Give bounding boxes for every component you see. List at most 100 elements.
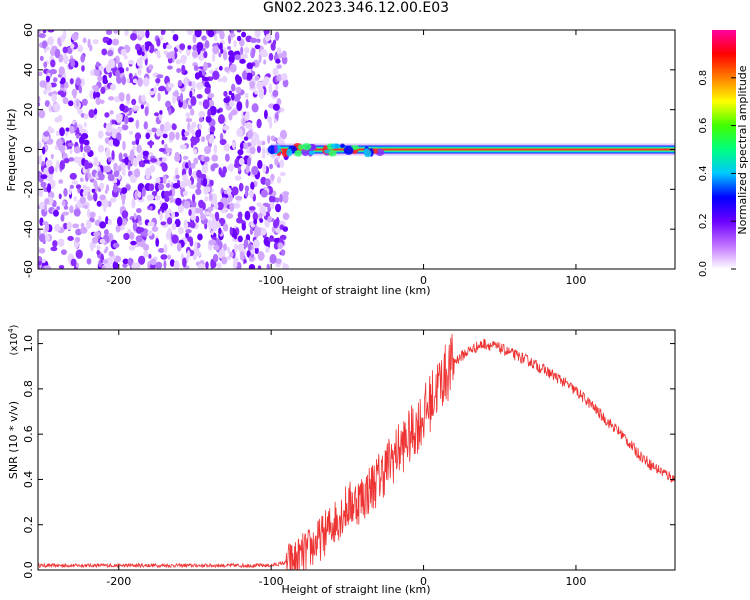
noise-blob bbox=[151, 127, 157, 133]
noise-blob bbox=[71, 32, 79, 41]
noise-blob bbox=[203, 145, 212, 155]
noise-blob bbox=[72, 223, 80, 229]
noise-blob bbox=[123, 232, 130, 241]
noise-blob bbox=[96, 245, 101, 251]
colorbar-tick-label: 0.0 bbox=[698, 261, 709, 277]
noise-blob bbox=[90, 69, 96, 76]
noise-blob bbox=[135, 207, 142, 214]
noise-blob bbox=[222, 125, 230, 131]
noise-blob bbox=[229, 100, 235, 107]
noise-blob bbox=[175, 58, 182, 65]
tone-core bbox=[277, 148, 675, 151]
noise-blob bbox=[141, 186, 146, 197]
noise-blob bbox=[181, 64, 186, 74]
noise-blob bbox=[189, 221, 196, 229]
noise-blob bbox=[70, 60, 76, 68]
noise-blob bbox=[254, 226, 261, 236]
noise-blob bbox=[96, 200, 102, 207]
noise-blob bbox=[282, 212, 290, 221]
noise-blob bbox=[166, 44, 173, 50]
noise-blob bbox=[219, 42, 223, 50]
noise-blob bbox=[186, 250, 191, 259]
noise-blob bbox=[229, 202, 235, 212]
noise-blob bbox=[128, 130, 134, 135]
noise-blob bbox=[100, 86, 106, 95]
noise-blob bbox=[268, 194, 276, 204]
noise-blob bbox=[165, 52, 173, 59]
noise-blob bbox=[244, 92, 249, 99]
noise-blob bbox=[38, 141, 42, 150]
noise-blob bbox=[134, 168, 141, 178]
noise-blob bbox=[75, 133, 80, 139]
noise-blob bbox=[199, 206, 203, 216]
noise-blob bbox=[65, 127, 70, 132]
noise-blob bbox=[122, 263, 128, 268]
tone-speckle bbox=[267, 145, 276, 155]
noise-blob bbox=[235, 86, 242, 94]
noise-blob bbox=[182, 155, 189, 160]
noise-blob bbox=[235, 75, 243, 85]
noise-blob bbox=[212, 70, 220, 80]
noise-blob bbox=[123, 55, 128, 60]
noise-blob bbox=[38, 33, 46, 39]
tone-speckle bbox=[273, 144, 278, 154]
noise-blob bbox=[58, 179, 64, 184]
noise-blob bbox=[93, 108, 98, 115]
noise-blob bbox=[279, 159, 285, 168]
noise-blob bbox=[124, 30, 129, 36]
noise-blob bbox=[202, 177, 208, 187]
noise-blob bbox=[122, 140, 126, 151]
noise-blob bbox=[134, 43, 141, 51]
noise-blob bbox=[196, 251, 201, 257]
spectrogram-ylabel: Frequency (Hz) bbox=[5, 109, 18, 192]
noise-blob bbox=[274, 31, 280, 41]
noise-blob bbox=[151, 190, 158, 196]
noise-blob bbox=[231, 33, 236, 38]
noise-blob bbox=[202, 99, 210, 110]
noise-blob bbox=[235, 176, 241, 181]
noise-blob bbox=[131, 98, 137, 106]
noise-blob bbox=[112, 242, 120, 249]
tone-speckle bbox=[343, 145, 354, 155]
noise-blob bbox=[66, 221, 72, 231]
noise-blob bbox=[81, 98, 88, 106]
noise-blob bbox=[239, 58, 246, 64]
noise-blob bbox=[109, 110, 114, 115]
noise-blob bbox=[172, 33, 179, 42]
noise-blob bbox=[233, 231, 238, 240]
noise-blob bbox=[128, 72, 133, 79]
noise-blob bbox=[105, 216, 109, 225]
noise-blob bbox=[277, 242, 284, 250]
noise-blob bbox=[205, 186, 211, 193]
noise-blob bbox=[163, 243, 168, 254]
noise-blob bbox=[136, 153, 143, 162]
colorbar-tick-label: 0.8 bbox=[698, 70, 709, 86]
x-tick-label: -100 bbox=[259, 575, 284, 588]
noise-blob bbox=[256, 118, 262, 129]
noise-blob bbox=[89, 243, 97, 249]
noise-blob bbox=[184, 221, 189, 230]
noise-blob bbox=[169, 259, 175, 267]
y-tick-label: 0.8 bbox=[22, 380, 35, 398]
noise-blob bbox=[40, 181, 47, 188]
noise-blob bbox=[248, 264, 256, 269]
noise-blob bbox=[108, 139, 115, 147]
noise-blob bbox=[88, 109, 95, 119]
noise-blob bbox=[256, 145, 261, 153]
noise-blob bbox=[203, 50, 208, 59]
colorbar-label: Normalized spectral amplitude bbox=[736, 65, 749, 234]
noise-blob bbox=[115, 224, 121, 233]
noise-blob bbox=[41, 258, 46, 263]
noise-blob bbox=[229, 251, 234, 258]
noise-blob bbox=[228, 50, 234, 57]
noise-blob bbox=[201, 35, 207, 41]
noise-blob bbox=[213, 244, 220, 251]
noise-blob bbox=[93, 156, 98, 164]
x-tick-label: 0 bbox=[420, 575, 427, 588]
noise-blob bbox=[62, 46, 68, 54]
noise-blob bbox=[48, 165, 55, 175]
noise-blob bbox=[168, 107, 172, 116]
noise-blob bbox=[244, 210, 251, 221]
noise-blob bbox=[207, 206, 214, 212]
noise-blob bbox=[102, 78, 109, 85]
